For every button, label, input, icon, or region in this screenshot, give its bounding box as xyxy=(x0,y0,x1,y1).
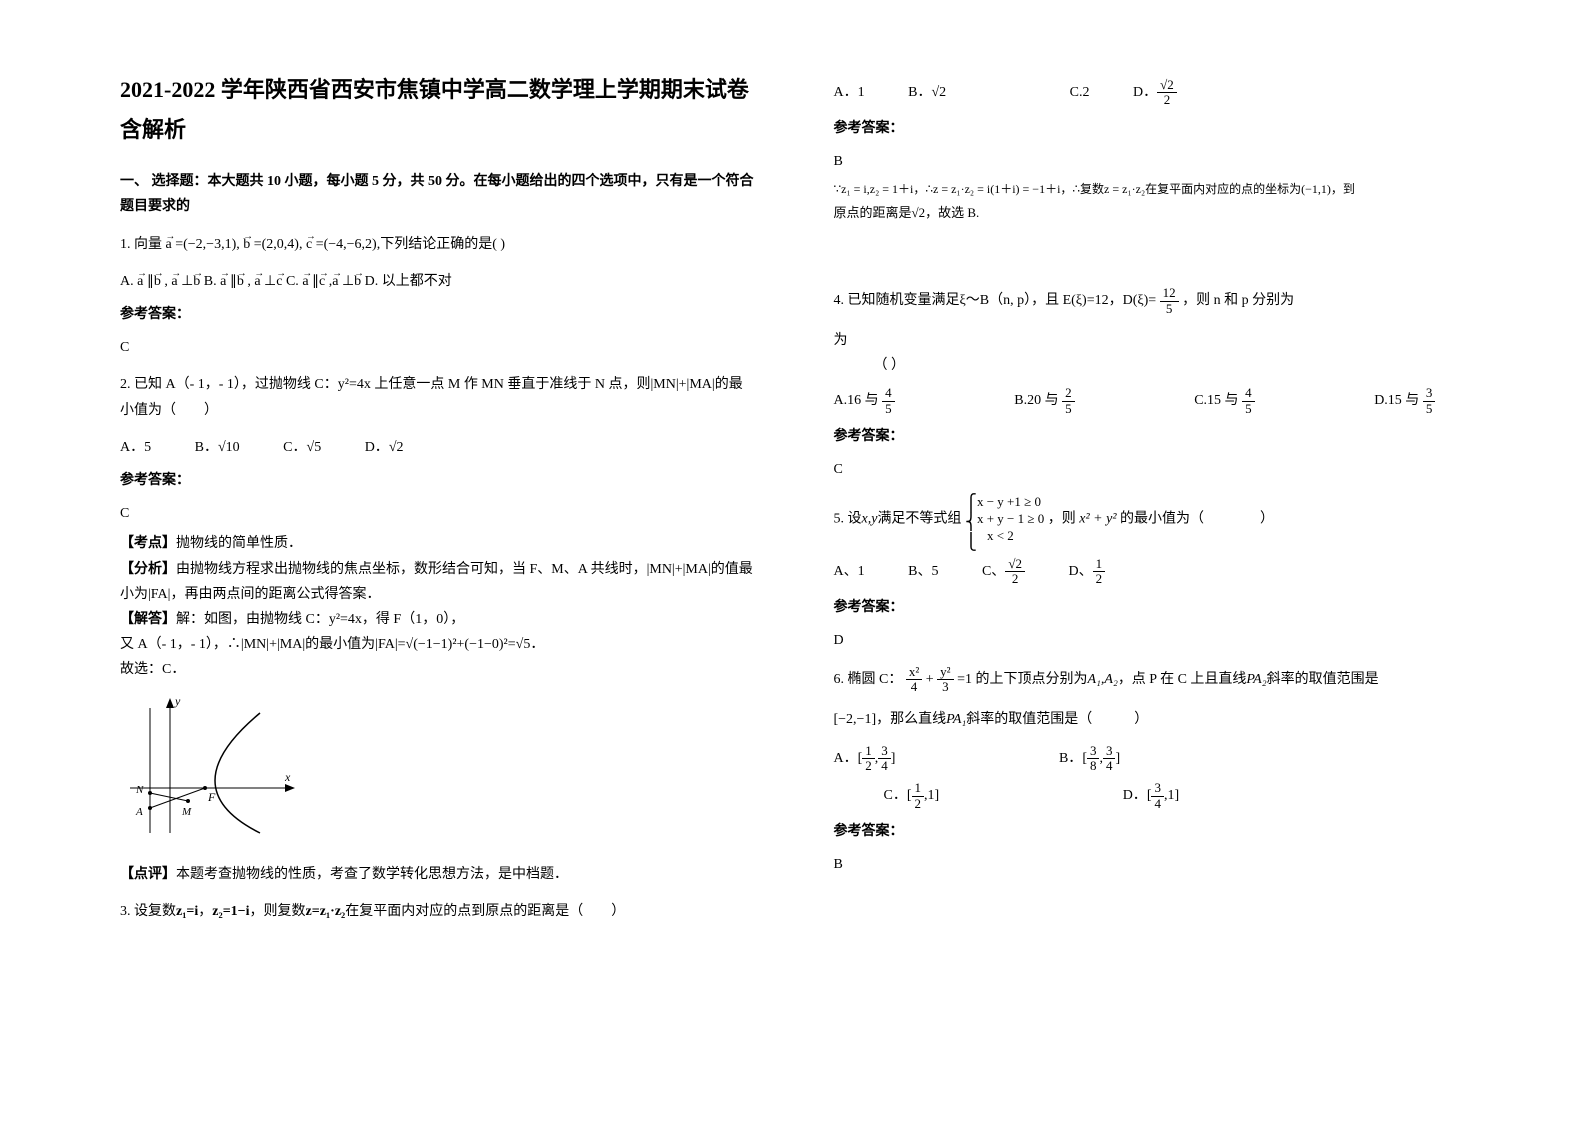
vec-c: c xyxy=(306,237,312,252)
q2-analysis: 【分析】由抛物线方程求出抛物线的焦点坐标，数形结合可知，当 F、M、A 共线时，… xyxy=(120,557,754,607)
parabola-diagram: F M N A y x xyxy=(120,693,300,843)
q4-paren: （ ） xyxy=(874,353,1468,378)
q1-valc: =(−4,−6,2),下列结论正确的是( ) xyxy=(316,237,505,252)
q3-optA: A．1 xyxy=(834,80,865,105)
svg-text:A: A xyxy=(135,806,143,818)
q3-optB: B．2 xyxy=(908,80,946,105)
q4-optA: A.16 与 45 xyxy=(834,386,895,416)
question-2: 2. 已知 A（- 1，- 1），过抛物线 C：y²=4x 上任意一点 M 作 … xyxy=(120,372,754,422)
q3-explain1: ∵z₁ = i,z₂ = 1＋i，∴z = z₁·z₂ = i(1＋i) = −… xyxy=(834,179,1468,201)
svg-text:F: F xyxy=(207,790,216,804)
q3-explain2: 原点的距离是√2，故选 B. xyxy=(834,201,1468,224)
q6-optC: C．[12,1] xyxy=(884,781,940,811)
question-4: 4. 已知随机变量满足ξ～B（n, p），且 E(ξ)=12，D(ξ)= 125… xyxy=(834,286,1468,316)
q6-answer-label: 参考答案： xyxy=(834,819,1468,844)
q1-answer: C xyxy=(120,335,754,360)
q1-optA: A. xyxy=(120,274,137,289)
question-5: 5. 设x,y满足不等式组 x − y +1 ≥ 0 x + y − 1 ≥ 0… xyxy=(834,494,1468,545)
q2-answer: C xyxy=(120,501,754,526)
q1-vala: =(−2,−3,1), xyxy=(175,237,243,252)
q2-solve1: 【解答】解：如图，由抛物线 C：y²=4x，得 F（1，0）， xyxy=(120,607,754,632)
q5-optA: A、1 xyxy=(834,559,865,584)
q5-optB: B、5 xyxy=(908,559,938,584)
q4-optB: B.20 与 25 xyxy=(1014,386,1074,416)
q2-point: 【考点】抛物线的简单性质． xyxy=(120,531,754,556)
q4-wei: 为 xyxy=(834,328,1468,353)
q5-options: A、1 B、5 C、√22 D、12 xyxy=(834,557,1468,587)
q6-line2: [−2,−1]，那么直线PA₁斜率的取值范围是（ ） xyxy=(834,707,1468,732)
q1-optC: C. xyxy=(286,274,302,289)
q1-optD: D. 以上都不对 xyxy=(365,274,452,289)
q2-solve2: 又 A（- 1，- 1），∴|MN|+|MA|的最小值为|FA|=(−1−1)²… xyxy=(120,632,754,657)
section-heading: 一、 选择题：本大题共 10 小题，每小题 5 分，共 50 分。在每小题给出的… xyxy=(120,169,754,219)
q6-optD: D．[34,1] xyxy=(1123,781,1179,811)
q3-answer: B xyxy=(834,149,1468,174)
q1-answer-label: 参考答案： xyxy=(120,302,754,327)
q3-options: A．1 B．2 C.2 D．√22 xyxy=(834,78,1468,108)
q2-answer-label: 参考答案： xyxy=(120,468,754,493)
q3-answer-label: 参考答案： xyxy=(834,116,1468,141)
question-3: 3. 设复数z₁=i，z₂=1−i，则复数z=z₁·z₂在复平面内对应的点到原点… xyxy=(120,899,754,924)
q6-answer: B xyxy=(834,852,1468,877)
question-6: 6. 椭圆 C： x²4 + y²3 =1 的上下顶点分别为A₁,A₂，点 P … xyxy=(834,665,1468,695)
q2-optD: D．2 xyxy=(365,435,404,460)
q2-optB: B．10 xyxy=(195,435,240,460)
q2-solve3: 故选：C． xyxy=(120,657,754,682)
q2-comment: 【点评】本题考查抛物线的性质，考查了数学转化思想方法，是中档题． xyxy=(120,862,754,887)
q1-valb: =(2,0,4), xyxy=(254,237,303,252)
svg-text:y: y xyxy=(174,694,181,708)
vec-b: b xyxy=(243,237,250,252)
q6-optA: A．[12,34] xyxy=(834,744,896,774)
q1-text: 1. 向量 xyxy=(120,237,162,252)
vec-a: a xyxy=(166,237,172,252)
q1-options: A. a ∥b , a ⊥b B. a ∥b , a ⊥c C. a ∥c ,a… xyxy=(120,269,754,294)
q1-optB: B. xyxy=(204,274,220,289)
q5-optC: C、√22 xyxy=(982,557,1025,587)
q5-optD: D、12 xyxy=(1068,557,1105,587)
q4-options: A.16 与 45 B.20 与 25 C.15 与 45 D.15 与 35 xyxy=(834,386,1436,416)
q5-answer-label: 参考答案： xyxy=(834,595,1468,620)
question-1: 1. 向量 a =(−2,−3,1), b =(2,0,4), c =(−4,−… xyxy=(120,232,754,257)
q2-diagram: F M N A y x xyxy=(120,693,754,852)
q3-optC: C.2 xyxy=(1070,80,1090,105)
svg-text:M: M xyxy=(181,806,192,818)
q2-options: A．5 B．10 C．5 D．2 xyxy=(120,435,754,460)
q2-optC: C．5 xyxy=(283,435,321,460)
svg-text:N: N xyxy=(135,784,144,796)
q4-optD: D.15 与 35 xyxy=(1374,386,1435,416)
q6-options-row2: C．[12,1] D．[34,1] xyxy=(834,781,1468,811)
q3-optD: D．√22 xyxy=(1133,78,1177,108)
q5-answer: D xyxy=(834,628,1468,653)
q4-answer-label: 参考答案： xyxy=(834,424,1468,449)
svg-text:x: x xyxy=(284,770,291,784)
q6-options-row1: A．[12,34] B．[38,34] xyxy=(834,744,1468,774)
q4-optC: C.15 与 45 xyxy=(1194,386,1254,416)
page-title: 2021-2022 学年陕西省西安市焦镇中学高二数学理上学期期末试卷含解析 xyxy=(120,70,754,149)
q4-answer: C xyxy=(834,457,1468,482)
q6-optB: B．[38,34] xyxy=(1059,744,1120,774)
q2-optA: A．5 xyxy=(120,435,151,460)
